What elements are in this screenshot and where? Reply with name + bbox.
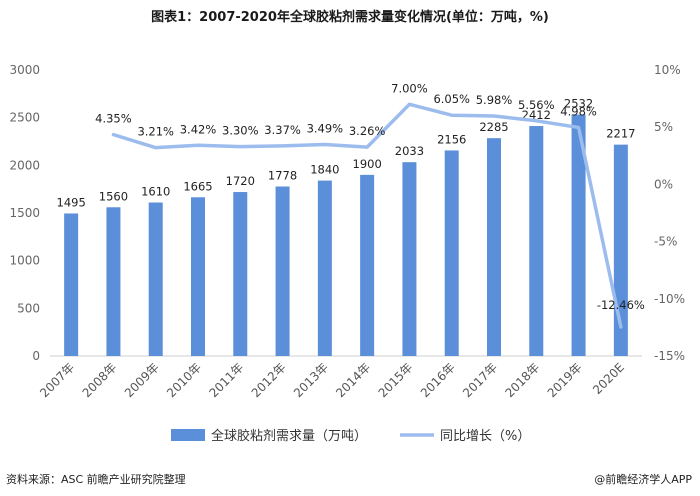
x-tick-label: 2018年 bbox=[502, 360, 542, 400]
legend: 全球胶粘剂需求量（万吨） 同比增长（%） bbox=[171, 428, 530, 444]
bar bbox=[148, 202, 163, 356]
y-left-tick-label: 1000 bbox=[9, 254, 40, 268]
bar-value-label: 1900 bbox=[353, 157, 382, 171]
line-value-label: 5.98% bbox=[476, 93, 513, 107]
x-tick-label: 2008年 bbox=[80, 360, 120, 400]
line-value-label: 3.37% bbox=[264, 123, 301, 137]
x-tick-label: 2015年 bbox=[376, 360, 416, 400]
x-tick-label: 2011年 bbox=[206, 360, 246, 400]
y-right-tick-label: 0% bbox=[654, 177, 673, 191]
legend-bar-label: 全球胶粘剂需求量（万吨） bbox=[211, 428, 367, 444]
bar-value-label: 2532 bbox=[564, 97, 593, 111]
bar bbox=[233, 192, 248, 356]
bar-value-label: 2217 bbox=[606, 127, 635, 141]
bar bbox=[571, 114, 586, 356]
bar-value-label: 1665 bbox=[183, 179, 212, 193]
bar bbox=[191, 197, 205, 356]
bar-labels: 1495 1560 1610 1665 1720 1778 1840 1900 2033 2156… bbox=[57, 97, 636, 210]
y-right-tick-label: -10% bbox=[654, 292, 685, 306]
bar-value-label: 2033 bbox=[395, 144, 424, 158]
bar bbox=[529, 126, 544, 356]
x-tick-label: 2010年 bbox=[164, 360, 204, 400]
bar-value-label: 1720 bbox=[226, 174, 255, 188]
bar-value-label: 1495 bbox=[57, 195, 86, 209]
line-value-label: -12.46% bbox=[597, 298, 645, 312]
bar-value-label: 1610 bbox=[141, 185, 170, 199]
y-right-tick-label: 10% bbox=[654, 63, 681, 77]
bar bbox=[360, 174, 375, 356]
bar-series bbox=[64, 114, 628, 356]
line-value-label: 3.30% bbox=[222, 124, 259, 138]
chart-title: 图表1：2007-2020年全球胶粘剂需求量变化情况(单位：万吨，%) bbox=[151, 10, 549, 25]
bar-value-label: 1840 bbox=[310, 163, 339, 177]
line-value-label: 3.26% bbox=[349, 124, 386, 138]
bar bbox=[317, 180, 332, 356]
bar bbox=[487, 138, 501, 356]
bar bbox=[444, 150, 459, 356]
legend-line-label: 同比增长（%） bbox=[440, 429, 530, 444]
bar bbox=[106, 207, 121, 356]
x-tick-label: 2013年 bbox=[291, 360, 331, 400]
bar-value-label: 1778 bbox=[268, 168, 297, 182]
x-axis-ticks: 2007年 2008年 2009年 2010年 2011年 2012年 2013年 2014年… bbox=[37, 360, 627, 400]
x-tick-label: 2020E bbox=[590, 360, 627, 397]
y-left-tick-label: 3000 bbox=[9, 63, 40, 77]
y-left-tick-label: 2500 bbox=[9, 111, 40, 125]
bar-value-label: 2156 bbox=[437, 132, 466, 146]
bar-value-label: 1560 bbox=[99, 189, 128, 203]
y-right-tick-label: 5% bbox=[654, 120, 673, 134]
y-right-tick-label: -15% bbox=[654, 349, 685, 363]
legend-bar-swatch bbox=[171, 429, 205, 441]
x-tick-label: 2019年 bbox=[545, 360, 585, 400]
line-value-label: 4.98% bbox=[560, 104, 597, 118]
line-value-label: 3.49% bbox=[307, 121, 344, 135]
line-series bbox=[111, 102, 623, 329]
x-tick-label: 2007年 bbox=[37, 360, 77, 400]
y-left-tick-label: 2000 bbox=[9, 158, 40, 172]
line-value-label: 5.56% bbox=[518, 98, 555, 112]
bar bbox=[275, 186, 290, 356]
line-value-label: 4.35% bbox=[95, 112, 132, 126]
x-tick-label: 2017年 bbox=[460, 360, 500, 400]
y-right-axis: -15% -10% -5% 0% 5% 10% bbox=[654, 63, 685, 363]
growth-line bbox=[111, 102, 623, 329]
line-value-label: 3.21% bbox=[137, 125, 174, 139]
bar-value-label: 2285 bbox=[479, 120, 508, 134]
y-left-tick-label: 0 bbox=[32, 349, 40, 363]
bar bbox=[402, 162, 417, 356]
x-tick-label: 2009年 bbox=[122, 360, 162, 400]
line-value-label: 6.05% bbox=[433, 92, 470, 106]
x-tick-label: 2014年 bbox=[333, 360, 373, 400]
y-right-tick-label: -5% bbox=[654, 235, 677, 249]
y-left-tick-label: 500 bbox=[17, 301, 40, 315]
line-value-label: 3.42% bbox=[180, 122, 217, 136]
x-tick-label: 2016年 bbox=[418, 360, 458, 400]
brand-credit: @前瞻经济学人APP bbox=[594, 473, 692, 486]
x-tick-label: 2012年 bbox=[249, 360, 289, 400]
y-left-axis: 0 500 1000 1500 2000 2500 3000 bbox=[9, 63, 40, 363]
bar bbox=[64, 213, 79, 356]
line-labels: 4.35% 3.21% 3.42% 3.30% 3.37% 3.49% 3.26% 7.00%… bbox=[95, 81, 645, 312]
source-note: 资料来源：ASC 前瞻产业研究院整理 bbox=[6, 473, 186, 486]
line-value-label: 7.00% bbox=[391, 81, 428, 95]
y-left-tick-label: 1500 bbox=[9, 206, 40, 220]
